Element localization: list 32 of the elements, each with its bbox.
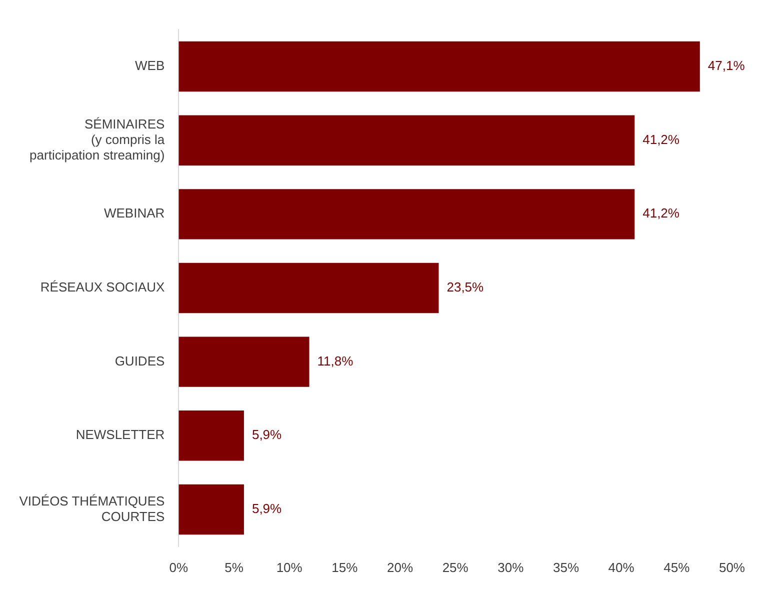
bar <box>178 336 310 387</box>
y-tick-label: SÉMINAIRES (y compris la participation streaming) <box>30 116 166 163</box>
bar <box>178 115 635 166</box>
x-tick-label: 15% <box>332 560 358 575</box>
x-tick-label: 50% <box>718 560 746 575</box>
bar <box>178 41 700 92</box>
x-tick-label: 35% <box>552 560 580 575</box>
data-label: 41,2% <box>642 132 680 147</box>
x-tick-label: 5% <box>224 560 244 575</box>
data-label: 5,9% <box>252 427 282 442</box>
x-tick-label: 40% <box>608 560 635 575</box>
y-tick-label: VIDÉOS THÉMATIQUES COURTES <box>19 493 165 524</box>
x-tick-label: 20% <box>386 560 414 575</box>
x-tick-label: 10% <box>276 560 303 575</box>
bar <box>178 262 439 314</box>
data-label: 5,9% <box>252 501 282 516</box>
x-tick-label: 45% <box>664 560 690 575</box>
y-tick-label: GUIDES <box>114 353 165 368</box>
y-tick-label: WEB <box>135 58 165 74</box>
bar <box>178 484 244 535</box>
bar <box>178 410 244 461</box>
data-label: 11,8% <box>317 353 354 368</box>
x-tick-label: 30% <box>498 560 524 575</box>
x-tick-label: 25% <box>442 560 469 575</box>
x-tick-label: 0% <box>169 560 188 575</box>
bar <box>178 189 635 240</box>
data-label: 23,5% <box>446 280 484 295</box>
y-tick-label: WEBINAR <box>104 206 165 221</box>
data-label: 41,2% <box>642 206 680 221</box>
y-tick-label: NEWSLETTER <box>76 427 165 442</box>
data-label: 47,1% <box>708 58 746 74</box>
y-tick-label: RÉSEAUX SOCIAUX <box>40 280 165 295</box>
